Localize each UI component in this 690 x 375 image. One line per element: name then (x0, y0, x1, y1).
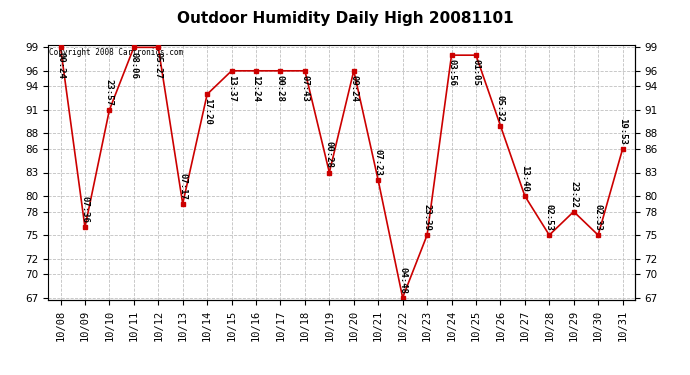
Text: 09:24: 09:24 (349, 75, 358, 102)
Text: 12:24: 12:24 (252, 75, 261, 102)
Text: 08:06: 08:06 (129, 51, 138, 78)
Text: 01:05: 01:05 (471, 59, 480, 86)
Text: Outdoor Humidity Daily High 20081101: Outdoor Humidity Daily High 20081101 (177, 11, 513, 26)
Text: 03:56: 03:56 (447, 59, 456, 86)
Text: 07:43: 07:43 (300, 75, 309, 102)
Text: 05:27: 05:27 (154, 51, 163, 78)
Text: 07:23: 07:23 (374, 149, 383, 176)
Text: 04:48: 04:48 (398, 267, 407, 294)
Text: 23:39: 23:39 (422, 204, 431, 231)
Text: 05:32: 05:32 (496, 94, 505, 122)
Text: 13:40: 13:40 (520, 165, 529, 192)
Text: Copyright 2008 Cartronics.com: Copyright 2008 Cartronics.com (49, 48, 183, 57)
Text: 07:17: 07:17 (178, 173, 187, 200)
Text: 17:20: 17:20 (203, 99, 212, 125)
Text: 19:53: 19:53 (618, 118, 627, 145)
Text: 02:53: 02:53 (545, 204, 554, 231)
Text: 13:37: 13:37 (227, 75, 236, 102)
Text: 07:36: 07:36 (81, 196, 90, 223)
Text: 02:33: 02:33 (593, 204, 602, 231)
Text: 00:28: 00:28 (276, 75, 285, 102)
Text: 23:57: 23:57 (105, 79, 114, 106)
Text: 00:24: 00:24 (56, 51, 65, 78)
Text: 23:22: 23:22 (569, 181, 578, 207)
Text: 00:28: 00:28 (325, 141, 334, 168)
